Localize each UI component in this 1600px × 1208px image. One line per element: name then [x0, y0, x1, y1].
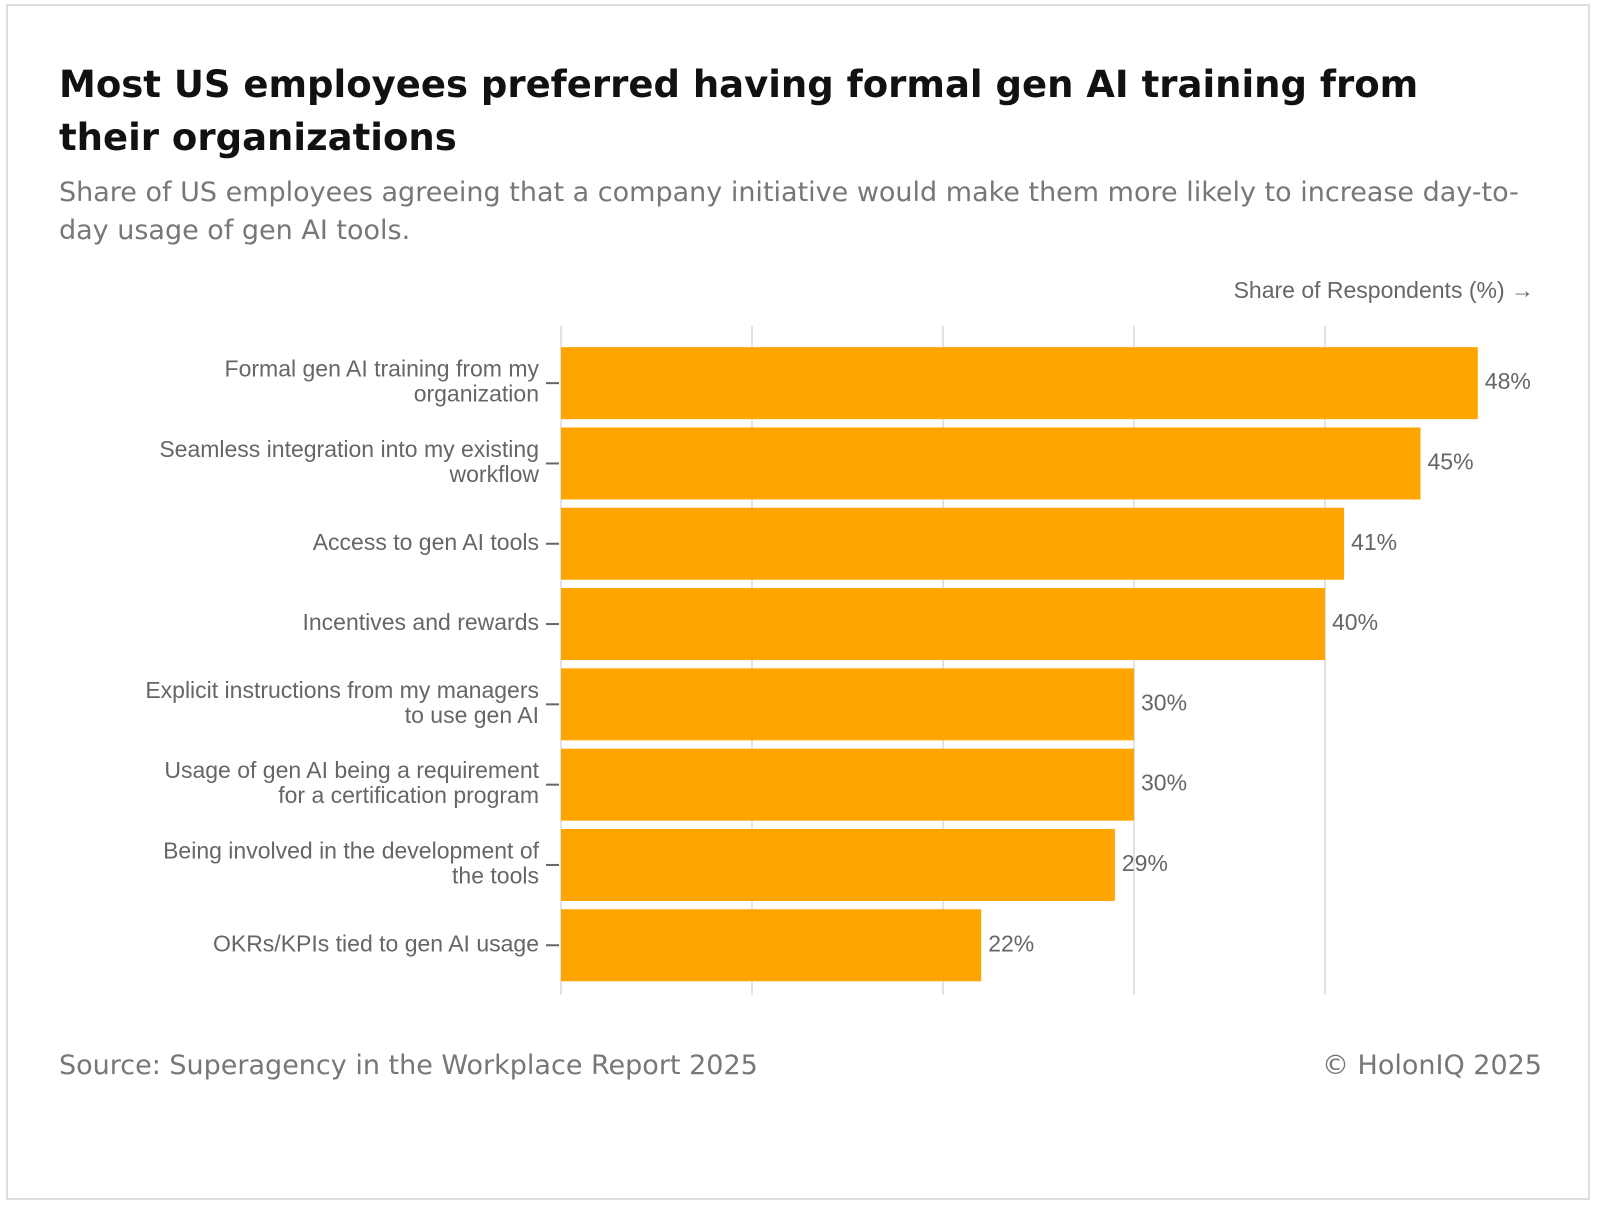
frame: [6, 4, 1590, 1200]
category-label: Usage of gen AI being a requirement for a…: [164, 757, 539, 808]
bar: [561, 588, 1325, 661]
bar: [561, 748, 1134, 821]
category-label: Seamless integration into my existing wor…: [159, 436, 539, 487]
bar: [561, 347, 1478, 420]
category-label: Formal gen AI training from my organizati…: [225, 356, 540, 407]
value-label: 48%: [1485, 368, 1531, 394]
value-label: 29%: [1122, 850, 1168, 876]
category-label: Being involved in the development of the …: [163, 838, 540, 889]
category-label: Explicit instructions from my managers to…: [145, 677, 539, 728]
category-label: Incentives and rewards: [302, 609, 539, 635]
copyright: © HolonIQ 2025: [1321, 1050, 1542, 1081]
value-label: 41%: [1351, 529, 1397, 555]
category-label: OKRs/KPIs tied to gen AI usage: [213, 930, 539, 956]
value-label: 45%: [1428, 449, 1474, 475]
value-label: 30%: [1141, 689, 1187, 715]
source: Source: Superagency in the Workplace Rep…: [59, 1050, 758, 1081]
bar: [561, 909, 982, 982]
bar: [561, 427, 1421, 500]
x-axis-label: Share of Respondents (%) →: [1234, 277, 1534, 303]
bar: [561, 668, 1134, 741]
value-label: 22%: [988, 930, 1034, 956]
bar: [561, 828, 1115, 901]
chart-title: Most US employees preferred having forma…: [59, 63, 1419, 159]
category-label: Access to gen AI tools: [313, 529, 539, 555]
value-label: 40%: [1332, 609, 1378, 635]
chart-subtitle: Share of US employees agreeing that a co…: [59, 177, 1519, 246]
value-label: 30%: [1141, 770, 1187, 796]
bar: [561, 507, 1345, 580]
